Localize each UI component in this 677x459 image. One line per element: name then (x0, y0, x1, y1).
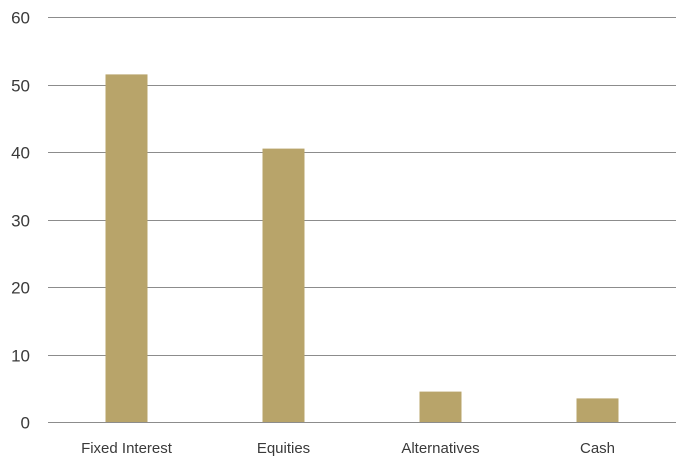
bar-alternatives (419, 391, 462, 422)
gridlines (48, 17, 676, 423)
x-tick-label-alternatives: Alternatives (401, 440, 479, 457)
bar-cash (576, 398, 619, 422)
x-tick-label-fixed-interest: Fixed Interest (81, 440, 173, 457)
y-tick-label-50: 50 (11, 77, 30, 96)
y-tick-label-0: 0 (21, 414, 30, 433)
x-tick-label-cash: Cash (580, 440, 615, 457)
y-tick-label-30: 30 (11, 212, 30, 231)
y-axis-ticks: 0 10 20 30 40 50 60 (11, 9, 30, 433)
y-tick-label-20: 20 (11, 279, 30, 298)
y-tick-label-40: 40 (11, 144, 30, 163)
bar-equities (262, 148, 305, 422)
y-tick-label-10: 10 (11, 347, 30, 366)
bar-fixed-interest (105, 74, 148, 423)
x-axis-labels: Fixed Interest Equities Alternatives Cash (81, 440, 615, 457)
bars (105, 74, 619, 423)
y-tick-label-60: 60 (11, 9, 30, 28)
x-tick-label-equities: Equities (257, 440, 310, 457)
